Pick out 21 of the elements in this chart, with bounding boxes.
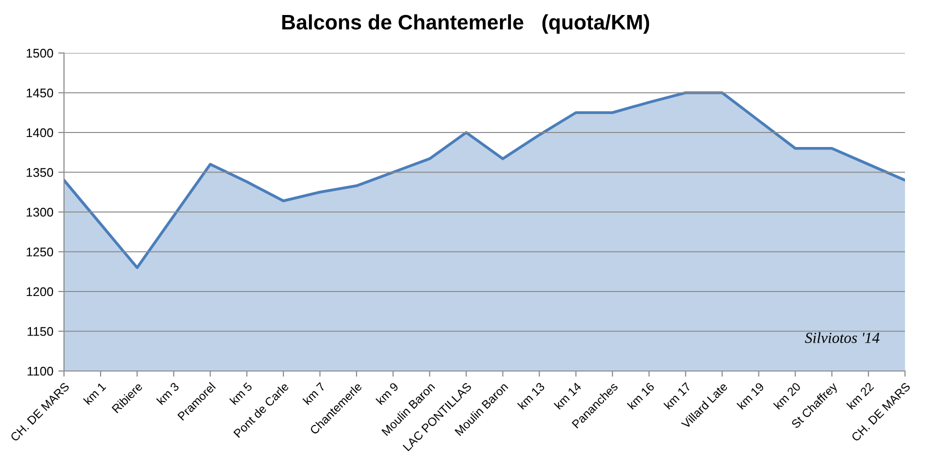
y-tick-label: 1450 [26, 88, 54, 98]
y-tick-label: 1100 [28, 366, 54, 376]
x-tick-label: km 19 [736, 382, 764, 410]
x-tick-label: km 9 [376, 382, 399, 406]
x-tick-label: km 13 [517, 382, 546, 410]
x-tick-label: km 17 [663, 382, 692, 410]
x-tick-label: km 5 [229, 382, 253, 406]
chart-title: Balcons de Chantemerle (quota/KM) [282, 14, 650, 34]
y-tick-label: 1150 [28, 327, 54, 336]
y-tick-label: 1300 [26, 208, 54, 217]
x-tick-label: km 16 [626, 382, 655, 410]
y-tick-label: 1400 [26, 128, 54, 138]
y-tick-label: 1200 [26, 287, 54, 296]
x-tick-label: km 22 [846, 382, 874, 410]
y-tick-label: 1250 [26, 248, 54, 256]
y-tick-label: 1500 [26, 48, 54, 58]
x-tick-label: km 20 [773, 382, 802, 410]
x-tick-label: km 3 [156, 382, 180, 406]
y-tick-label: 1350 [26, 168, 54, 177]
x-tick-label: km 1 [83, 382, 106, 405]
annotation: Silviotos '14 [804, 332, 880, 344]
